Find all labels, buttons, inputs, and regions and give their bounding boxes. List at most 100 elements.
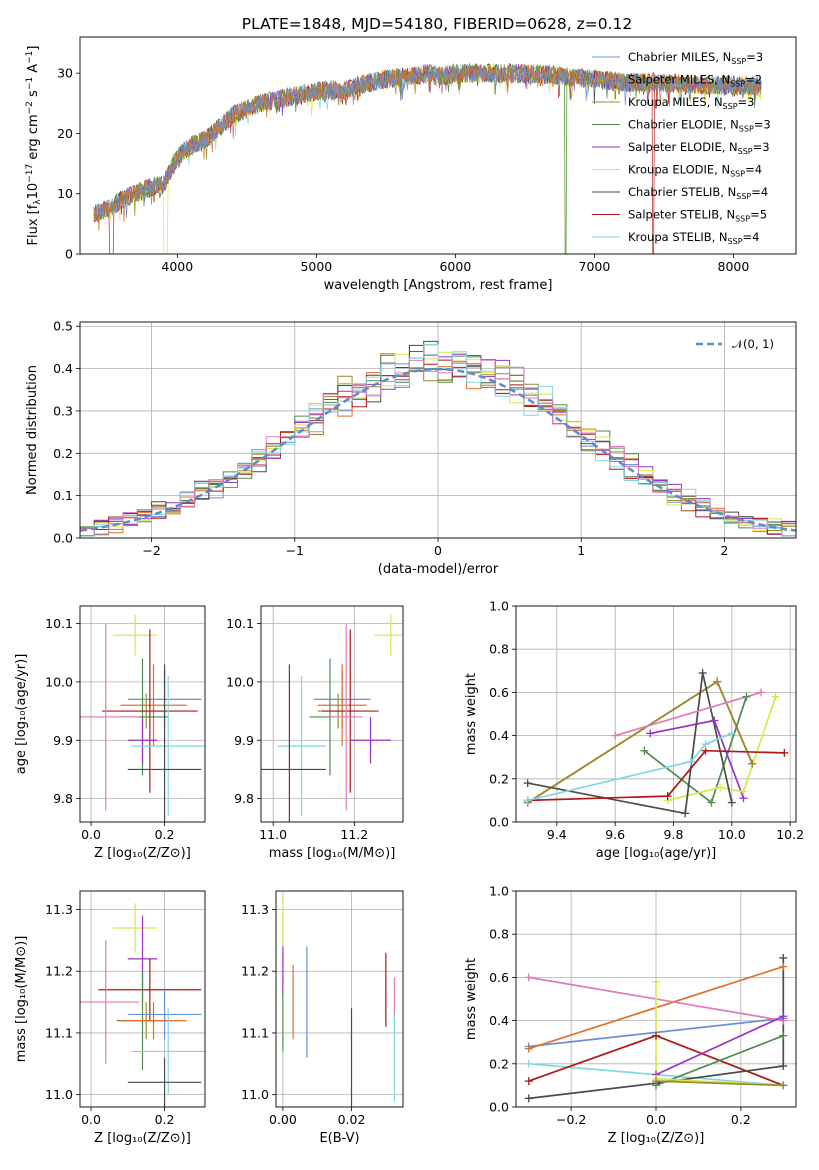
legend-label: Kroupa STELIB, NSSP=4 xyxy=(628,230,759,246)
series-line xyxy=(655,1034,784,1087)
y-axis-label: Flux [fλ10−17 erg cm−2 s−1 A−1] xyxy=(25,46,43,246)
legend-subscript: SSP xyxy=(728,237,743,246)
legend-count: =5 xyxy=(750,208,767,222)
label-part: 10 xyxy=(26,183,41,200)
axes-frame xyxy=(79,605,206,823)
label-part: −17 xyxy=(25,164,35,183)
normal-curve xyxy=(80,367,796,532)
series-line xyxy=(655,981,784,1087)
series-line xyxy=(655,1080,784,1087)
legend-label: Chabrier MILES, NSSP=3 xyxy=(628,50,763,66)
panel-ebv_errors: 0.00 0.02 11.0 11.1 11.2 11.3 E(B-V) xyxy=(241,890,404,1146)
x-axis-label: age [log₁₀(age/yr)] xyxy=(596,846,717,861)
legend-subscript: SSP xyxy=(736,192,751,201)
panel-mass_vs_Z: 0.0 0.2 11.0 11.1 11.2 11.3 Z [log₁₀(Z/Z⊙)] mas… xyxy=(14,890,206,1146)
label-part: Flux [f xyxy=(26,204,41,245)
x-tick-label: 0.02 xyxy=(338,1112,366,1127)
label-part: λ xyxy=(33,199,43,205)
y-tick-label: 11.3 xyxy=(241,902,269,917)
x-tick-label: 2 xyxy=(720,543,728,558)
x-tick-label: −1 xyxy=(286,543,304,558)
y-tick-label: 9.8 xyxy=(234,791,254,806)
y-axis-label: Normed distribution xyxy=(25,365,40,495)
x-tick-label: 1 xyxy=(577,543,585,558)
x-tick-label: 0.2 xyxy=(155,1112,175,1127)
legend-subscript: SSP xyxy=(739,125,754,134)
y-tick-label: 0.2 xyxy=(53,446,73,461)
legend-count: =3 xyxy=(754,118,771,132)
y-tick-label: 0.4 xyxy=(489,1013,509,1028)
y-axis-label: mass weight xyxy=(464,958,479,1040)
axes-frame xyxy=(79,890,206,1108)
label-part: −2 xyxy=(25,101,35,114)
x-axis-label: wavelength [Angstrom, rest frame] xyxy=(324,278,553,293)
y-tick-label: 11.1 xyxy=(241,1025,269,1040)
x-tick-label: 0.2 xyxy=(155,827,175,842)
x-tick-label: 0.2 xyxy=(731,1112,751,1127)
legend-count: =3 xyxy=(753,140,770,154)
label-part: s xyxy=(26,90,41,101)
x-tick-label: 11.2 xyxy=(340,827,368,842)
y-tick-label: 0.6 xyxy=(489,970,509,985)
y-tick-label: 10.1 xyxy=(226,616,254,631)
x-tick-label: 11.0 xyxy=(259,827,287,842)
y-tick-label: 20 xyxy=(57,126,73,141)
y-tick-label: 11.0 xyxy=(241,1087,269,1102)
panel-massweight_vs_Z: −0.2 0.0 0.2 0.0 0.2 0.4 0.6 0.8 1.0 Z [log₁₀(Z/Z… xyxy=(464,884,797,1146)
plot-area xyxy=(80,606,205,822)
x-tick-label: 0.0 xyxy=(646,1112,666,1127)
y-tick-label: 0.3 xyxy=(53,403,73,418)
spectrum-line xyxy=(93,63,762,220)
legend-count: =3 xyxy=(738,95,755,109)
y-tick-label: 10 xyxy=(57,186,73,201)
y-tick-label: 1.0 xyxy=(489,599,509,614)
y-axis-label: mass weight xyxy=(464,673,479,755)
legend-label: Chabrier ELODIE, NSSP=3 xyxy=(628,118,771,134)
series-line xyxy=(667,696,777,802)
legend-label: Kroupa MILES, NSSP=3 xyxy=(628,95,754,111)
legend-subscript: SSP xyxy=(730,170,745,179)
x-tick-label: 10.2 xyxy=(776,827,804,842)
x-tick-label: −2 xyxy=(142,543,160,558)
panel-spectrum: 4000 5000 6000 7000 8000 0 10 20 30 wavelength [A… xyxy=(25,36,797,293)
y-tick-label: 0.2 xyxy=(489,1056,509,1071)
y-tick-label: 11.2 xyxy=(45,964,73,979)
plot-area xyxy=(80,891,205,1107)
histogram-step xyxy=(80,359,796,535)
x-tick-label: 0 xyxy=(434,543,442,558)
series-line xyxy=(650,719,745,799)
x-axis-label: (data-model)/error xyxy=(378,562,499,577)
legend-label: 𝒩(0, 1) xyxy=(732,337,774,351)
x-tick-label: 7000 xyxy=(579,259,611,274)
x-tick-label: 4000 xyxy=(161,259,193,274)
plot-area xyxy=(276,891,403,1107)
y-tick-label: 0.6 xyxy=(489,685,509,700)
series-line xyxy=(614,691,762,737)
legend-label: Salpeter MILES, NSSP=2 xyxy=(628,73,762,89)
label-part: −1 xyxy=(25,51,35,64)
y-tick-label: 0.4 xyxy=(53,361,73,376)
legend-subscript: SSP xyxy=(730,80,745,89)
y-tick-label: 0.0 xyxy=(489,1100,509,1115)
panel-residuals: −2 −1 0 1 2 0.0 0.1 0.2 0.3 0.4 0.5 (data-model)/er… xyxy=(25,319,797,577)
x-tick-label: 9.8 xyxy=(664,827,684,842)
x-axis-label: E(B-V) xyxy=(319,1131,359,1146)
legend-count: =4 xyxy=(745,163,762,177)
y-tick-label: 10.1 xyxy=(45,616,73,631)
label-part: erg cm xyxy=(26,114,41,163)
axes-frame xyxy=(515,605,797,823)
y-axis-label: mass [log₁₀(M/M⊙)] xyxy=(14,936,29,1063)
label-part: −1 xyxy=(25,77,35,90)
legend-label: Chabrier STELIB, NSSP=4 xyxy=(628,185,768,201)
legend-subscript: SSP xyxy=(738,147,753,156)
legend-count: =4 xyxy=(743,230,760,244)
y-tick-label: 0.8 xyxy=(489,642,509,657)
plot-area xyxy=(516,891,796,1107)
x-tick-label: 0.00 xyxy=(269,1112,297,1127)
y-tick-label: 11.3 xyxy=(45,902,73,917)
legend-subscript: SSP xyxy=(731,57,746,66)
x-axis-label: Z [log₁₀(Z/Z⊙)] xyxy=(608,1131,705,1146)
x-tick-label: 5000 xyxy=(300,259,332,274)
x-tick-label: 9.4 xyxy=(547,827,567,842)
panel-massweight_vs_age: 9.4 9.6 9.8 10.0 10.2 0.0 0.2 0.4 0.6 0.8 1.0 age [… xyxy=(464,599,804,862)
